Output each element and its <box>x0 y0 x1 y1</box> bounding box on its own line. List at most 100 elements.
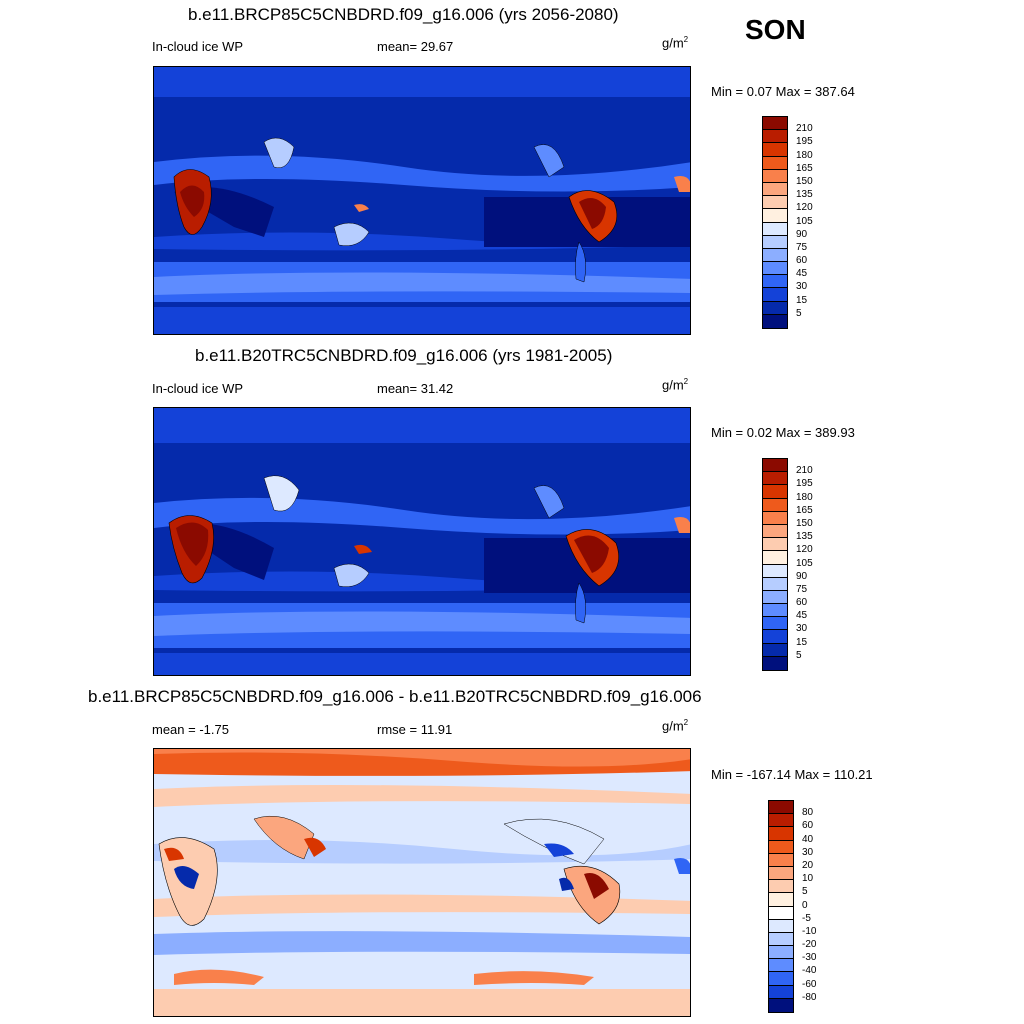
colorbar-swatch <box>769 919 793 933</box>
colorbar-tick-label: -60 <box>802 978 817 990</box>
colorbar-swatch <box>763 130 787 144</box>
colorbar-swatch <box>763 156 787 170</box>
panel-3-map <box>153 748 691 1017</box>
colorbar-swatch <box>763 275 787 289</box>
colorbar-tick-label: 15 <box>796 636 808 648</box>
colorbar-tick-label: 80 <box>802 807 814 819</box>
colorbar-swatch <box>769 985 793 999</box>
colorbar-swatch <box>763 643 787 657</box>
colorbar-tick-label: 150 <box>796 175 813 187</box>
panel-2-field-label: In-cloud ice WP <box>152 381 244 396</box>
colorbar-tick-label: -20 <box>802 939 817 951</box>
colorbar-swatch <box>763 656 787 670</box>
colorbar-swatch <box>763 196 787 210</box>
colorbar-swatch <box>769 906 793 920</box>
colorbar-swatch <box>763 209 787 223</box>
colorbar-swatch <box>769 840 793 854</box>
colorbar-swatch <box>763 169 787 183</box>
colorbar-swatch <box>763 511 787 525</box>
panel-3-mean-label: mean = -1.75 <box>152 722 229 737</box>
colorbar-tick-label: 5 <box>796 649 802 661</box>
colorbar-swatch <box>763 564 787 578</box>
colorbar-tick-label: 105 <box>796 215 813 227</box>
panel-3-title: b.e11.BRCP85C5CNBDRD.f09_g16.006 - b.e11… <box>88 687 702 706</box>
colorbar-tick-label: 0 <box>802 899 808 911</box>
colorbar-tick-label: 10 <box>802 873 814 885</box>
colorbar-tick-label: 165 <box>796 162 813 174</box>
colorbar-tick-label: 195 <box>796 136 813 148</box>
colorbar-tick-label: 210 <box>796 123 813 135</box>
colorbar-tick-label: 20 <box>802 859 814 871</box>
colorbar-tick-label: 5 <box>802 886 808 898</box>
panel-2-mean-label: mean= 31.42 <box>377 381 454 396</box>
colorbar-swatch <box>763 222 787 236</box>
colorbar-tick-label: -5 <box>802 912 811 924</box>
colorbar-swatch <box>763 604 787 618</box>
colorbar-swatch <box>763 288 787 302</box>
colorbar-swatch <box>763 472 787 486</box>
panel-2-title: b.e11.B20TRC5CNBDRD.f09_g16.006 (yrs 198… <box>195 346 613 365</box>
colorbar-swatch <box>763 235 787 249</box>
panel-3-colorbar <box>768 800 794 1013</box>
colorbar-tick-label: 210 <box>796 465 813 477</box>
colorbar-tick-label: 90 <box>796 570 808 582</box>
colorbar-tick-label: 60 <box>802 820 814 832</box>
colorbar-swatch <box>763 301 787 315</box>
colorbar-swatch <box>769 998 793 1012</box>
colorbar-swatch <box>763 117 787 131</box>
panel-1-title: b.e11.BRCP85C5CNBDRD.f09_g16.006 (yrs 20… <box>188 5 619 24</box>
colorbar-swatch <box>763 485 787 499</box>
colorbar-swatch <box>763 143 787 157</box>
panel-2-units: g/m2 <box>662 377 689 393</box>
colorbar-swatch <box>769 853 793 867</box>
colorbar-swatch <box>763 182 787 197</box>
colorbar-tick-label: 90 <box>796 228 808 240</box>
colorbar-tick-label: 15 <box>796 294 808 306</box>
colorbar-swatch <box>769 893 793 907</box>
colorbar-tick-label: 75 <box>796 241 808 253</box>
colorbar-tick-label: 180 <box>796 149 813 161</box>
panel-2-colorbar <box>762 458 788 671</box>
panel-1-colorbar <box>762 116 788 329</box>
colorbar-swatch <box>769 814 793 828</box>
panel-1-units: g/m2 <box>662 35 689 51</box>
colorbar-tick-label: 195 <box>796 478 813 490</box>
colorbar-tick-label: 135 <box>796 189 813 201</box>
colorbar-swatch <box>763 617 787 631</box>
colorbar-tick-label: -80 <box>802 991 817 1003</box>
colorbar-tick-label: 60 <box>796 597 808 609</box>
panel-3-units: g/m2 <box>662 718 689 734</box>
colorbar-tick-label: 45 <box>796 268 808 280</box>
colorbar-swatch <box>769 880 793 894</box>
colorbar-tick-label: 45 <box>796 610 808 622</box>
colorbar-swatch <box>763 577 787 591</box>
colorbar-swatch <box>763 314 787 328</box>
colorbar-swatch <box>769 801 793 815</box>
colorbar-tick-label: -40 <box>802 965 817 977</box>
colorbar-tick-label: 120 <box>796 202 813 214</box>
colorbar-swatch <box>763 262 787 276</box>
colorbar-tick-label: 165 <box>796 504 813 516</box>
panel-2-map <box>153 407 691 676</box>
colorbar-tick-label: 105 <box>796 557 813 569</box>
colorbar-swatch <box>763 630 787 644</box>
colorbar-swatch <box>763 459 787 473</box>
panel-1-field-label: In-cloud ice WP <box>152 39 244 54</box>
colorbar-tick-label: 120 <box>796 544 813 556</box>
colorbar-tick-label: 60 <box>796 255 808 267</box>
colorbar-tick-label: 180 <box>796 491 813 503</box>
colorbar-tick-label: 40 <box>802 833 814 845</box>
season-label: SON <box>745 14 806 45</box>
panel-2-minmax: Min = 0.02 Max = 389.93 <box>711 425 855 440</box>
colorbar-tick-label: 30 <box>796 281 808 293</box>
colorbar-swatch <box>769 866 793 881</box>
panel-3-minmax: Min = -167.14 Max = 110.21 <box>711 767 873 782</box>
colorbar-swatch <box>763 524 787 539</box>
panel-1-map <box>153 66 691 335</box>
colorbar-swatch <box>763 551 787 565</box>
colorbar-tick-label: 30 <box>802 846 814 858</box>
colorbar-swatch <box>769 827 793 841</box>
colorbar-swatch <box>769 959 793 973</box>
panel-1-mean-label: mean= 29.67 <box>377 39 454 54</box>
colorbar-tick-label: -30 <box>802 952 817 964</box>
